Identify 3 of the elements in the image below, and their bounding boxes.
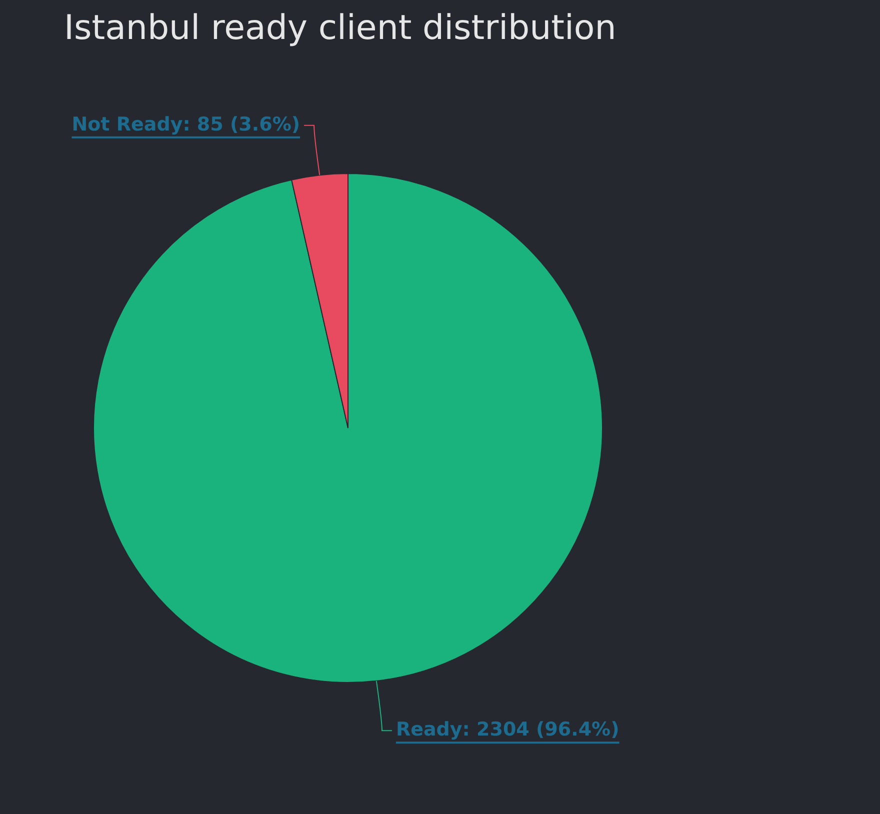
chart-title: Istanbul ready client distribution: [64, 8, 616, 48]
slice-label: Not Ready: 85 (3.6%): [72, 113, 300, 136]
slice-label: Ready: 2304 (96.4%): [396, 718, 620, 741]
